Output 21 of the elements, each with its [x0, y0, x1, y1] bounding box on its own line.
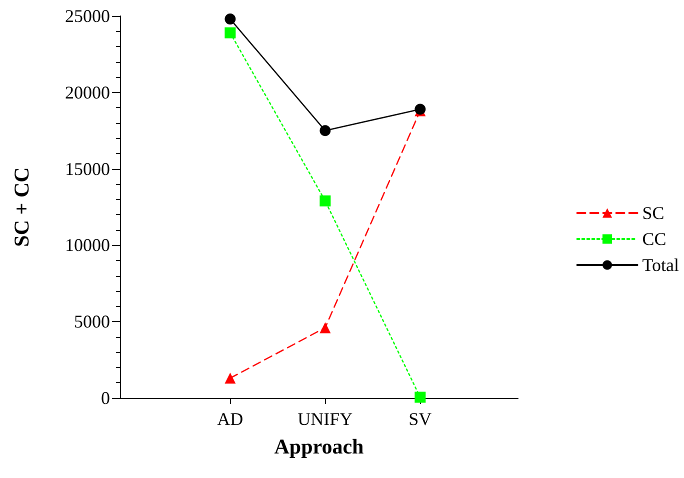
legend-label: CC	[642, 229, 666, 249]
point	[320, 125, 331, 136]
point	[224, 372, 236, 384]
point	[224, 27, 236, 38]
y-tick-label: 20000	[65, 82, 110, 102]
point	[414, 392, 426, 403]
y-tick-label: 0	[101, 388, 110, 408]
y-axis-title: SC + CC	[10, 167, 34, 247]
x-tick-label: AD	[217, 409, 244, 429]
point	[320, 322, 331, 334]
y-tick-label: 25000	[65, 6, 110, 26]
x-tick-label: SV	[408, 409, 432, 429]
point	[224, 14, 236, 25]
legend-label: Total	[642, 255, 680, 275]
y-tick-label: 10000	[65, 235, 110, 256]
x-axis-title: Approach	[274, 434, 364, 458]
x-tick-label: UNIFY	[298, 409, 353, 429]
point	[320, 195, 331, 206]
y-tick-label: 15000	[65, 158, 110, 179]
y-tick-label: 5000	[74, 312, 110, 332]
legend-label: SC	[642, 203, 664, 223]
